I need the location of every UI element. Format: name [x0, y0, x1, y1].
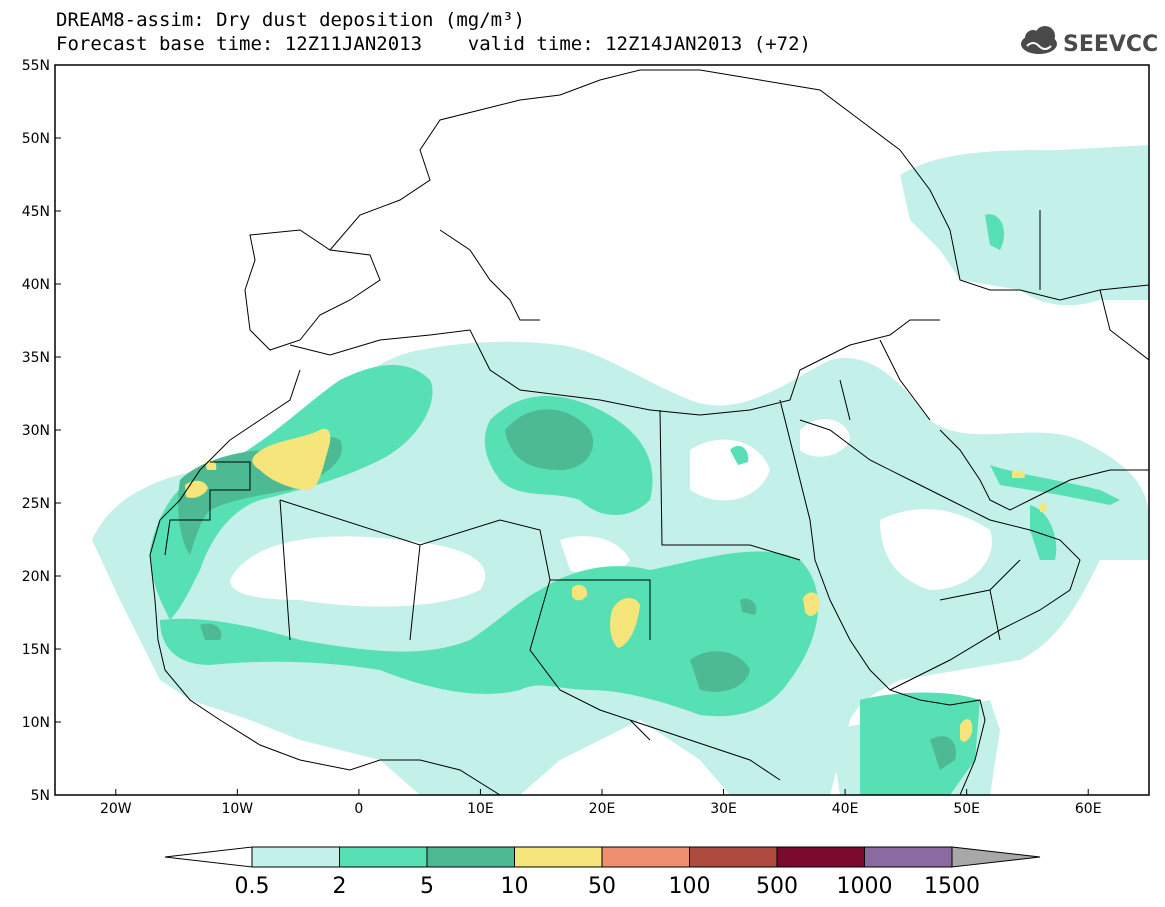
lon-label: 30E: [710, 801, 737, 817]
country-borders: [149, 69, 1149, 795]
longitude-axis: 20W 10W 0 10E 20E 30E 40E 50E 60E: [100, 789, 1102, 817]
cloud-icon: [1021, 26, 1057, 54]
low-dust-gaps: [230, 419, 992, 607]
colorbar-label: 5: [420, 874, 434, 899]
lat-label: 25N: [22, 496, 50, 512]
lat-label: 30N: [22, 423, 50, 439]
colorbar: 0.5 2 5 10 50 100 500 1000 1500: [164, 846, 1041, 899]
lon-label: 0: [354, 801, 363, 817]
lon-label: 10E: [467, 801, 494, 817]
lat-label: 40N: [22, 277, 50, 293]
lat-label: 35N: [22, 350, 50, 366]
colorbar-label: 100: [669, 874, 711, 899]
lat-label: 10N: [22, 715, 50, 731]
lat-label: 15N: [22, 642, 50, 658]
colorbar-swatch: [601, 846, 690, 868]
lon-label: 60E: [1075, 801, 1102, 817]
lat-label: 20N: [22, 569, 50, 585]
colorbar-label: 10: [501, 874, 529, 899]
map-title: DREAM8-assim: Dry dust deposition (mg/m³…: [56, 9, 525, 31]
map-subtitle: Forecast base time: 12Z11JAN2013 valid t…: [56, 33, 811, 55]
level-10-field: [185, 428, 1047, 742]
lon-label: 10W: [221, 801, 253, 817]
lon-label: 50E: [953, 801, 980, 817]
colorbar-label: 2: [333, 874, 347, 899]
colorbar-swatch: [339, 846, 428, 868]
logo-text: SEEVCCC: [1063, 32, 1157, 57]
lat-label: 55N: [22, 58, 50, 74]
dust-fields: [92, 145, 1149, 795]
latitude-axis: 55N 50N 45N 40N 35N 30N 25N 20N 15N 10N 5N: [22, 58, 61, 804]
colorbar-low-arrow: [164, 846, 253, 868]
colorbar-swatch: [776, 846, 865, 868]
colorbar-label: 1000: [837, 874, 893, 899]
colorbar-label: 0.5: [235, 874, 270, 899]
seevccc-logo: SEEVCCC: [1021, 26, 1157, 57]
colorbar-label: 50: [588, 874, 616, 899]
lat-label: 50N: [22, 131, 50, 147]
lat-label: 45N: [22, 204, 50, 220]
colorbar-swatch: [514, 846, 603, 868]
colorbar-swatch: [251, 846, 340, 868]
lat-label: 5N: [31, 788, 50, 804]
colorbar-label: 500: [756, 874, 798, 899]
colorbar-high-arrow: [951, 846, 1041, 868]
lon-label: 20E: [589, 801, 616, 817]
colorbar-label: 1500: [924, 874, 980, 899]
colorbar-swatch: [689, 846, 778, 868]
lon-label: 20W: [100, 801, 132, 817]
lon-label: 40E: [832, 801, 859, 817]
colorbar-swatch: [426, 846, 515, 868]
colorbar-swatch: [864, 846, 953, 868]
